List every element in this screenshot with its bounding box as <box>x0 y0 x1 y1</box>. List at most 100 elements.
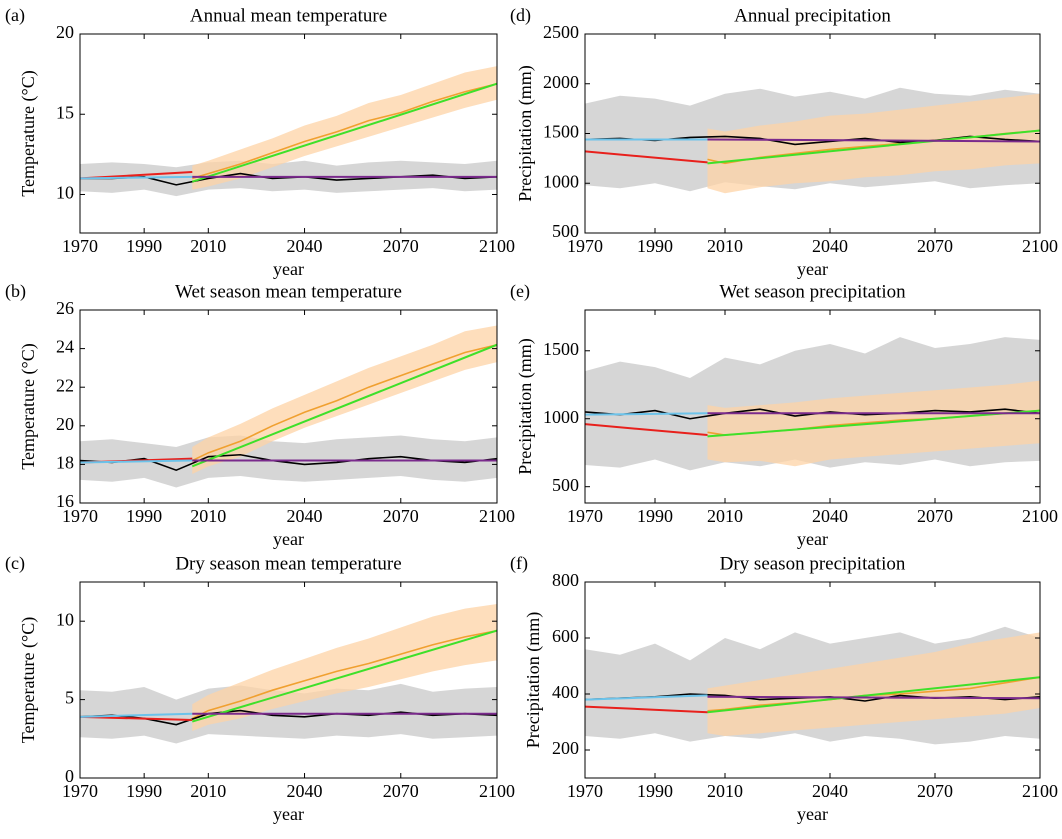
axes-frame <box>79 33 498 234</box>
trend-line <box>585 423 708 437</box>
chart-title: Dry season precipitation <box>720 553 906 574</box>
y-tick-label: 18 <box>56 453 74 473</box>
panel-label: (d) <box>510 5 531 26</box>
y-tick-label: 800 <box>552 570 579 590</box>
x-tick-label: 1970 <box>62 236 98 256</box>
trend-line <box>707 129 1040 165</box>
y-tick-label: 10 <box>56 609 74 629</box>
x-axis-label: year <box>273 804 304 824</box>
y-tick-label: 0 <box>65 766 74 786</box>
x-tick-label: 2100 <box>479 236 515 256</box>
plot-area <box>80 325 497 488</box>
y-axis-label: Temperature (°C) <box>18 70 39 196</box>
x-tick-label: 2100 <box>479 506 515 526</box>
plot-area <box>585 87 1040 194</box>
panel-label: (a) <box>5 5 25 26</box>
panel-label: (b) <box>5 281 26 302</box>
plot-area <box>80 603 497 744</box>
y-tick-label: 20 <box>56 414 74 434</box>
trend-line <box>191 82 497 183</box>
trend-line <box>707 138 1040 143</box>
x-tick-label: 2100 <box>479 781 515 801</box>
x-tick-label: 2100 <box>1022 781 1058 801</box>
y-tick-label: 20 <box>56 22 74 42</box>
trend-line <box>80 175 193 180</box>
y-tick-label: 26 <box>56 298 74 318</box>
x-tick-label: 1990 <box>637 781 673 801</box>
plot-area <box>585 337 1040 471</box>
x-tick-label: 2010 <box>707 236 743 256</box>
y-tick-label: 400 <box>552 682 579 702</box>
trend-line <box>585 150 708 164</box>
x-tick-label: 2010 <box>707 506 743 526</box>
y-axis-label: Precipitation (mm) <box>515 65 536 201</box>
y-tick-label: 16 <box>56 491 74 511</box>
x-tick-label: 2010 <box>190 506 226 526</box>
x-axis-label: year <box>797 804 828 824</box>
data-line <box>191 629 497 720</box>
y-tick-label: 500 <box>552 475 579 495</box>
chart-title: Wet season mean temperature <box>175 281 402 302</box>
x-tick-label: 1990 <box>637 236 673 256</box>
x-tick-label: 2070 <box>383 236 419 256</box>
x-tick-label: 1990 <box>126 236 162 256</box>
y-tick-label: 500 <box>552 221 579 241</box>
data-line <box>191 343 497 462</box>
y-tick-label: 1000 <box>543 407 579 427</box>
y-axis-label: Temperature (°C) <box>18 617 39 743</box>
x-axis-label: year <box>797 529 828 549</box>
panel-label: (c) <box>5 553 25 574</box>
trend-line <box>191 629 497 723</box>
x-axis-label: year <box>273 259 304 279</box>
x-axis-label: year <box>273 529 304 549</box>
y-tick-label: 5 <box>65 688 74 708</box>
axes-frame <box>79 309 498 504</box>
axes-frame <box>584 309 1041 504</box>
x-tick-label: 2040 <box>812 506 848 526</box>
chart-title: Annual mean temperature <box>190 5 387 26</box>
y-axis-label: Temperature (°C) <box>18 343 39 469</box>
y-tick-label: 24 <box>56 337 74 357</box>
panel-label: (f) <box>510 553 528 574</box>
x-tick-label: 2040 <box>287 236 323 256</box>
x-tick-label: 2010 <box>190 236 226 256</box>
trend-line <box>191 343 497 468</box>
x-tick-label: 2040 <box>287 781 323 801</box>
trend-line <box>585 412 708 416</box>
x-tick-label: 1970 <box>62 781 98 801</box>
trend-line <box>80 459 193 464</box>
trend-line <box>80 712 193 718</box>
axes-frame <box>584 581 1041 779</box>
range-band <box>192 66 497 190</box>
x-tick-label: 2040 <box>812 236 848 256</box>
x-tick-label: 1970 <box>567 506 603 526</box>
panel-label: (e) <box>510 281 530 302</box>
trend-line <box>80 715 193 721</box>
x-tick-label: 2100 <box>1022 236 1058 256</box>
trend-line <box>585 694 708 701</box>
trend-line <box>707 695 1040 700</box>
y-tick-label: 600 <box>552 626 579 646</box>
x-tick-label: 2100 <box>1022 506 1058 526</box>
y-tick-label: 1500 <box>543 339 579 359</box>
chart-title: Wet season precipitation <box>719 281 906 302</box>
x-tick-label: 2070 <box>917 506 953 526</box>
chart-title: Annual precipitation <box>734 5 891 26</box>
x-tick-label: 2070 <box>917 236 953 256</box>
data-line <box>192 82 497 180</box>
x-tick-label: 1990 <box>637 506 673 526</box>
trend-line <box>585 705 708 714</box>
y-tick-label: 22 <box>56 375 74 395</box>
plot-area <box>80 66 497 197</box>
x-tick-label: 1970 <box>567 781 603 801</box>
range-band <box>80 160 497 197</box>
range-band <box>707 93 1040 194</box>
axes-frame <box>79 581 498 779</box>
x-tick-label: 1970 <box>62 506 98 526</box>
x-tick-label: 2040 <box>287 506 323 526</box>
chart-title: Dry season mean temperature <box>175 553 401 574</box>
y-axis-label: Precipitation (mm) <box>523 612 544 748</box>
x-tick-label: 1970 <box>567 236 603 256</box>
x-tick-label: 2070 <box>383 781 419 801</box>
